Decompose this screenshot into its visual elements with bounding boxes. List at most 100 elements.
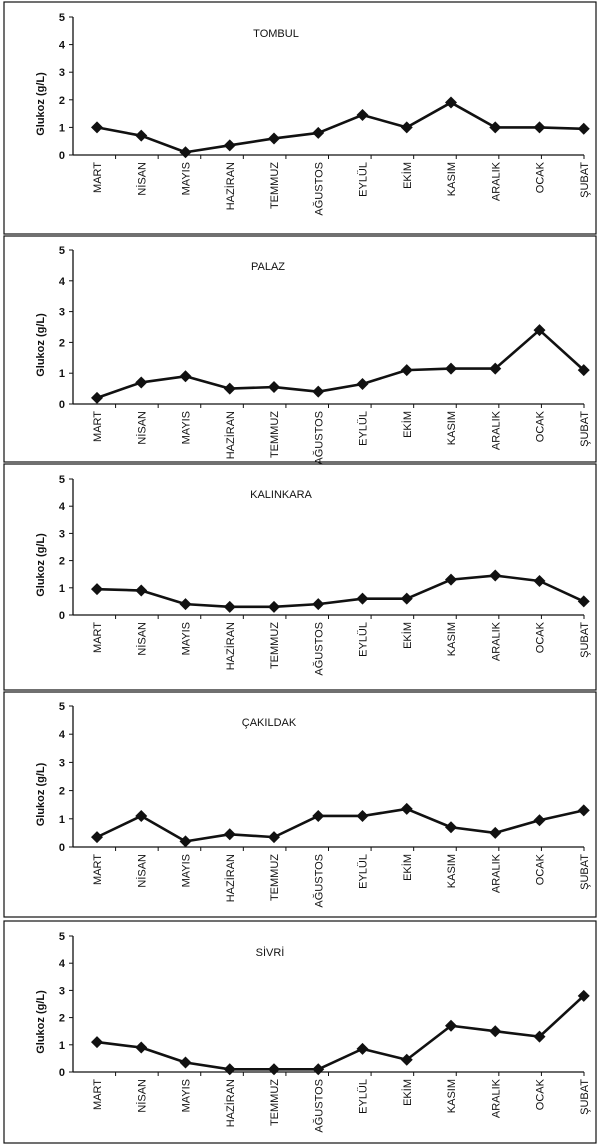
data-point (223, 828, 236, 841)
x-tick-label: MART (92, 1079, 104, 1110)
x-tick-label: TEMMUZ (269, 1079, 281, 1126)
data-point (533, 814, 546, 827)
panel-border (3, 691, 597, 918)
chart-title: PALAZ (251, 261, 285, 273)
x-tick-label: OCAK (535, 161, 547, 193)
data-point (400, 802, 413, 815)
y-tick-label: 1 (59, 583, 65, 595)
y-tick-label: 4 (59, 729, 66, 741)
x-tick-label: AĞUSTOS (312, 622, 325, 676)
data-point (489, 569, 502, 582)
data-point (400, 1053, 413, 1066)
x-tick-label: MART (92, 854, 104, 885)
x-tick-label: ŞUBAT (579, 162, 591, 198)
x-tick-label: OCAK (535, 1078, 547, 1110)
data-point (489, 1025, 502, 1038)
y-tick-label: 1 (59, 814, 65, 826)
data-point (400, 592, 413, 605)
data-point (91, 121, 103, 134)
x-tick-label: EKİM (401, 622, 414, 649)
y-tick-label: 2 (59, 95, 65, 107)
series-line (96, 574, 585, 609)
x-tick-label: ŞUBAT (579, 1079, 591, 1115)
y-tick-label: 3 (59, 757, 65, 769)
x-tick-label: EYLÜL (358, 854, 370, 889)
data-point (312, 598, 325, 611)
x-tick-label: EYLÜL (358, 411, 370, 446)
y-tick-label: 5 (59, 701, 65, 713)
data-point (179, 598, 192, 611)
y-tick-label: 4 (59, 40, 66, 52)
y-tick-label: 0 (59, 150, 65, 162)
data-point (312, 126, 325, 139)
y-tick-label: 3 (59, 528, 65, 540)
x-tick-label: OCAK (535, 853, 547, 885)
x-tick-label: HAZİRAN (224, 622, 237, 670)
x-tick-label: NİSAN (135, 1079, 148, 1113)
data-point (179, 1056, 192, 1069)
data-point (268, 831, 280, 844)
x-tick-label: EKİM (401, 411, 414, 438)
data-point (268, 132, 280, 145)
x-tick-label: EYLÜL (358, 1079, 370, 1114)
chart-title: KALINKARA (250, 489, 312, 501)
y-axis-label: Glukoz (g/L) (35, 533, 47, 597)
data-point (577, 989, 590, 1002)
y-tick-label: 1 (59, 1040, 65, 1052)
data-point (577, 804, 590, 817)
x-tick-label: MAYIS (181, 162, 193, 195)
data-point (91, 1036, 103, 1049)
data-point (135, 129, 148, 142)
y-tick-label: 2 (59, 786, 65, 798)
data-point (91, 831, 103, 844)
y-tick-label: 3 (59, 67, 65, 79)
x-tick-label: HAZİRAN (224, 1079, 237, 1127)
data-point (577, 595, 590, 608)
y-tick-label: 2 (59, 556, 65, 568)
x-tick-label: MART (92, 622, 104, 653)
x-tick-label: ARALIK (490, 1078, 502, 1118)
chart-title: TOMBUL (253, 28, 299, 40)
data-point (356, 1042, 369, 1055)
data-point (135, 376, 148, 389)
data-point (489, 826, 502, 839)
x-tick-label: KASIM (446, 854, 458, 888)
y-tick-label: 3 (59, 307, 65, 319)
data-point (533, 575, 546, 587)
x-tick-label: TEMMUZ (269, 854, 281, 901)
y-tick-label: 5 (59, 12, 65, 24)
data-point (533, 121, 546, 134)
y-tick-label: 3 (59, 985, 65, 997)
x-tick-label: NİSAN (135, 854, 148, 888)
data-point (445, 573, 457, 586)
series-line (96, 807, 585, 843)
data-point (312, 1063, 325, 1076)
data-point (135, 809, 148, 822)
series-line (96, 328, 585, 400)
x-tick-label: HAZİRAN (224, 854, 237, 902)
data-point (445, 362, 457, 375)
series-line (96, 994, 585, 1071)
data-point (223, 1063, 236, 1076)
chart-panel-5: 0 1 2 3 4 5 MART NİSAN MAYIS HAZİRAN TEMMUZ AĞUSTOS… (3, 920, 597, 1144)
x-tick-label: NİSAN (135, 622, 148, 656)
x-tick-label: HAZİRAN (224, 162, 237, 210)
x-tick-label: MAYIS (181, 1079, 193, 1112)
x-tick-label: OCAK (535, 621, 547, 653)
data-point (223, 382, 236, 395)
x-tick-label: AĞUSTOS (312, 162, 325, 216)
data-point (223, 139, 236, 152)
x-tick-label: EYLÜL (358, 622, 370, 657)
data-point (356, 108, 369, 121)
data-point (268, 600, 280, 613)
x-tick-label: EKİM (401, 162, 414, 189)
data-point (135, 584, 148, 597)
data-point (179, 146, 192, 159)
data-point (577, 364, 590, 377)
y-tick-label: 4 (59, 276, 66, 288)
data-point (135, 1041, 148, 1054)
y-tick-label: 2 (59, 1013, 65, 1025)
x-tick-label: KASIM (446, 622, 458, 656)
data-point (268, 1063, 280, 1076)
